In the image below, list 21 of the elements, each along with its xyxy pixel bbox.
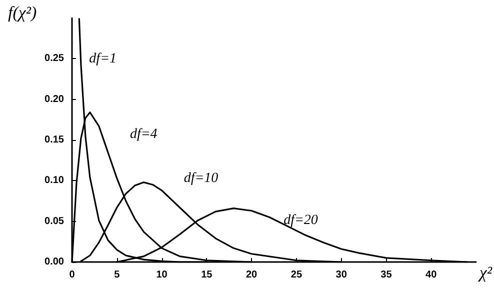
y-tick-label: 0.05 xyxy=(44,216,64,227)
x-tick-label: 35 xyxy=(380,270,392,280)
y-tick-label: 0.20 xyxy=(44,94,64,105)
x-tick-label: 30 xyxy=(336,270,348,280)
x-tick-label: 25 xyxy=(290,270,302,280)
series-label: df=4 xyxy=(130,126,158,142)
series-label: df=10 xyxy=(184,170,218,186)
y-tick-label: 0.25 xyxy=(44,53,64,64)
y-tick-label: 0.10 xyxy=(44,175,64,186)
x-tick-label: 5 xyxy=(114,270,120,280)
y-tick-label: 0.15 xyxy=(44,134,64,146)
series-label: df=1 xyxy=(89,51,117,66)
x-tick-label: 40 xyxy=(426,270,438,280)
x-tick-label: 15 xyxy=(201,270,213,280)
x-tick-label: 0 xyxy=(69,270,76,280)
x-tick-label: 20 xyxy=(246,270,258,280)
y-tick-label: 0.00 xyxy=(44,256,64,268)
series-label: df=20 xyxy=(284,212,318,228)
y-axis-title: f(χ²) xyxy=(8,3,37,22)
x-axis-title: χ² xyxy=(477,263,493,282)
x-tick-label: 10 xyxy=(156,270,168,280)
